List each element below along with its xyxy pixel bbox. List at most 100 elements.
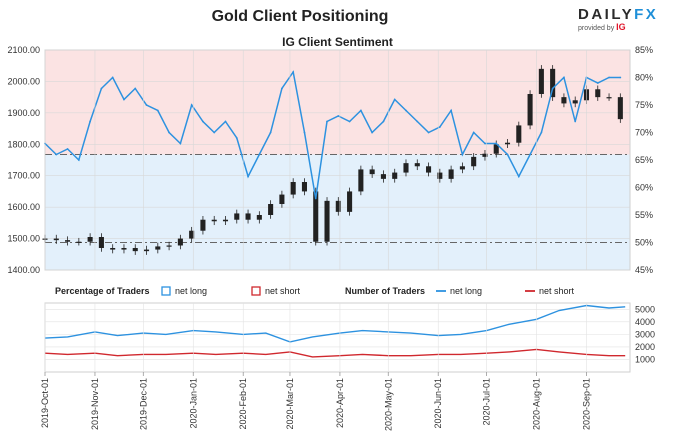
candle-body [143, 249, 150, 252]
sentiment-point [450, 109, 453, 112]
legend-long-swatch [161, 286, 171, 296]
count-plot-frame [44, 302, 631, 373]
sentiment-point [371, 131, 374, 134]
candle-body [98, 237, 104, 248]
sentiment-point [89, 120, 92, 123]
net-long-sentiment-line [44, 70, 621, 199]
count-tick-label: 3000 [635, 329, 655, 339]
logo-sub-text: provided by [578, 25, 615, 32]
sentiment-point [438, 126, 441, 128]
logo-subline: provided by IG [578, 22, 668, 32]
chart-subtitle: IG Client Sentiment [282, 35, 393, 49]
left-tick-label: 1700.00 [7, 171, 40, 181]
sentiment-point [168, 131, 170, 134]
sentiment-point [247, 175, 249, 178]
sentiment-point [484, 142, 486, 145]
candle-body [110, 248, 116, 250]
sentiment-point [529, 153, 531, 156]
logo-text-b: FX [634, 6, 659, 23]
left-tick-label: 1900.00 [7, 108, 40, 118]
candle-body [516, 125, 522, 143]
legend-number-heading: Number of Traders [345, 286, 425, 296]
sentiment-point [202, 120, 204, 123]
x-tick-label: 2020-Apr-01 [335, 378, 345, 428]
candle-body [335, 200, 341, 212]
count-tick-label: 4000 [635, 317, 655, 327]
candle-body [538, 68, 544, 94]
left-tick-label: 1500.00 [7, 234, 40, 244]
sentiment-point [416, 120, 419, 123]
x-tick-label: 2020-Feb-01 [238, 378, 248, 430]
candle-body [166, 245, 172, 247]
sentiment-point [348, 120, 351, 123]
logo-text-a: DAILY [578, 6, 635, 23]
left-tick-label: 2000.00 [7, 76, 40, 86]
candle-body [606, 97, 612, 99]
legend-percentage-heading: Percentage of Traders [55, 286, 150, 296]
candle-body [550, 68, 556, 98]
sentiment-point [100, 87, 103, 90]
candle-body [76, 241, 82, 243]
right-tick-label: 55% [635, 210, 653, 220]
count-tick-label: 1000 [635, 354, 655, 364]
right-tick-label: 45% [635, 265, 653, 275]
candle-body [403, 163, 409, 173]
candle-body [279, 194, 285, 204]
sentiment-point [608, 76, 610, 79]
page-title: Gold Client Positioning [211, 8, 389, 25]
candle-body [301, 182, 308, 192]
logo-wordmark: DAILYFX [578, 6, 668, 23]
candle-body [245, 213, 251, 220]
sentiment-point [77, 159, 80, 161]
candle-body [493, 144, 499, 154]
sentiment-point [461, 153, 464, 156]
candle-body [426, 166, 432, 173]
x-tick-label: 2020-Jan-01 [188, 378, 198, 429]
x-tick-label: 2020-Mar-01 [285, 378, 295, 430]
x-tick-label: 2020-Jun-01 [433, 378, 443, 429]
candle-body [290, 182, 296, 195]
sentiment-point [66, 148, 69, 150]
sentiment-point [314, 197, 317, 200]
sentiment-point [540, 131, 543, 134]
x-tick-label: 2019-Oct-01 [40, 378, 50, 428]
candle-body [448, 169, 454, 179]
trader-count-panel: 1000 2000 3000 4000 5000 [44, 302, 655, 373]
candle-body [358, 169, 364, 192]
candle-body [268, 204, 274, 215]
candle-body [392, 172, 398, 179]
sentiment-point [111, 76, 114, 79]
legend-short-swatch [251, 286, 261, 296]
left-tick-label: 1600.00 [7, 202, 40, 212]
candle-body [471, 156, 477, 167]
candle-body [459, 166, 465, 170]
candle-body [504, 142, 511, 145]
candle-body [380, 174, 386, 179]
x-tick-label: 2020-Aug-01 [532, 378, 542, 430]
candle-body [324, 200, 330, 242]
left-tick-label: 1800.00 [7, 139, 40, 149]
sentiment-point [190, 104, 193, 106]
candle-body [369, 169, 375, 175]
candle-body [189, 230, 195, 239]
x-tick-label: 2020-May-01 [383, 378, 393, 431]
candle-body [482, 153, 488, 157]
sentiment-point [382, 120, 385, 123]
candle-body [561, 97, 567, 104]
candle-body [65, 240, 71, 242]
sentiment-point [258, 153, 261, 156]
count-tick-label: 5000 [635, 304, 655, 314]
sentiment-point [55, 153, 58, 156]
legend-long-label: net long [175, 286, 207, 296]
sentiment-point [337, 115, 340, 117]
x-tick-label: 2020-Jul-01 [482, 378, 492, 426]
legend-short-label: net short [265, 286, 301, 296]
candle-body [87, 237, 93, 242]
sentiment-point [213, 131, 216, 134]
sentiment-point [472, 131, 475, 134]
right-tick-label: 85% [635, 45, 653, 55]
sentiment-point [495, 142, 498, 145]
candle-body [256, 215, 262, 220]
